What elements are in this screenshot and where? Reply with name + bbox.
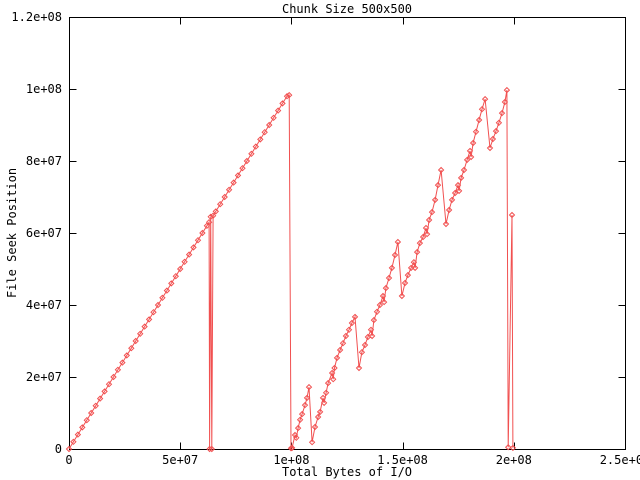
plot-frame (69, 17, 626, 450)
x-tick-label: 1e+08 (273, 453, 310, 467)
y-tick-label: 6e+07 (25, 226, 62, 240)
data-line (68, 90, 514, 450)
x-tick-label: 2.5e+08 (599, 453, 640, 467)
axis-ticks (69, 17, 626, 450)
y-tick-label: 2e+07 (25, 370, 62, 384)
x-axis-label: Total Bytes of I/O (281, 465, 413, 479)
x-tick-label: 0 (65, 453, 73, 467)
y-tick-label: 1.2e+08 (11, 10, 62, 24)
data-point-markers (65, 86, 517, 453)
x-tick-label: 5e+07 (162, 453, 199, 467)
y-tick-label: 4e+07 (25, 298, 62, 312)
y-tick-label: 8e+07 (25, 154, 62, 168)
x-tick-label: 1.5e+08 (377, 453, 428, 467)
y-tick-label: 1e+08 (25, 82, 62, 96)
x-tick-label: 2e+08 (495, 453, 532, 467)
chart-title: Chunk Size 500x500 (281, 2, 413, 16)
y-tick-label: 0 (54, 442, 62, 456)
